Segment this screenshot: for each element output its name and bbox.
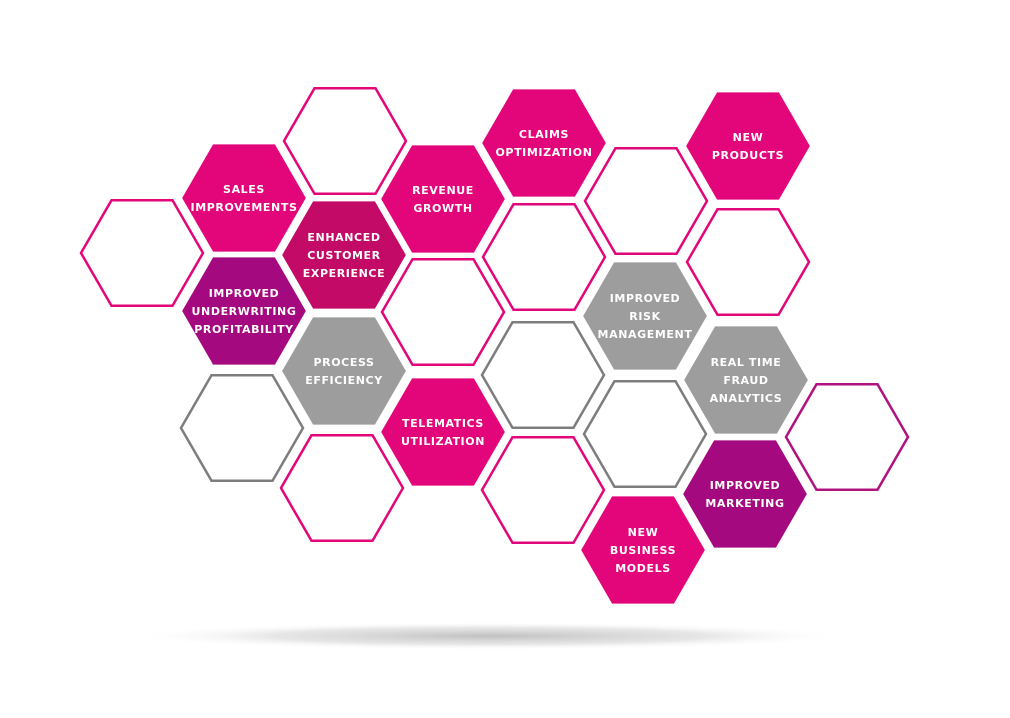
hexagon-label-line: PROCESS	[313, 356, 374, 369]
hexagon-label-line: UNDERWRITING	[192, 305, 297, 318]
hexagon-sales-improvements: SALES IMPROVEMENTS	[179, 142, 309, 254]
hexagon-claims-optimization: CLAIMS OPTIMIZATION	[479, 87, 609, 199]
hexagon-empty-top	[282, 86, 408, 196]
hexagon-label-line: PRODUCTS	[712, 149, 784, 162]
hexagon-shape	[680, 438, 810, 550]
hexagon-enhanced-customer-experience: ENHANCED CUSTOMER EXPERIENCE	[279, 199, 409, 311]
hexagon-label-line: OPTIMIZATION	[495, 146, 592, 159]
hexagon-shape	[481, 202, 607, 312]
hexagon-empty-far-left	[79, 198, 205, 308]
hexagon-label-line: NEW	[733, 131, 764, 144]
hexagon-label-line: MANAGEMENT	[598, 328, 693, 341]
hexagon-shape	[279, 199, 409, 311]
hexagon-shape	[380, 257, 506, 367]
hexagon-new-business-models: NEW BUSINESS MODELS	[578, 494, 708, 606]
hexagon-shape	[578, 494, 708, 606]
hexagon-label-line: SALES	[223, 183, 265, 196]
hexagon-process-efficiency: PROCESS EFFICIENCY	[279, 315, 409, 427]
hexagon-label-line: PROFITABILITY	[194, 323, 294, 336]
hexagon-shape	[480, 435, 606, 545]
hexagon-label-line: UTILIZATION	[401, 435, 485, 448]
hexagon-label-line: BUSINESS	[610, 544, 676, 557]
hexagon-shape	[784, 382, 910, 492]
hexagon-shape	[580, 260, 710, 372]
hexagon-label-line: GROWTH	[413, 202, 472, 215]
hexagon-label-line: EFFICIENCY	[305, 374, 383, 387]
hexagon-shape	[79, 198, 205, 308]
hexagon-label-line: REAL TIME	[711, 356, 782, 369]
hexagon-label-line: EXPERIENCE	[303, 267, 385, 280]
hexagon-empty-mid-right-bottom	[582, 379, 708, 489]
hexagon-label-line: FRAUD	[723, 374, 768, 387]
hexagon-shape	[685, 207, 811, 317]
hexagon-label-line: ANALYTICS	[710, 392, 783, 405]
hexagon-label-line: MARKETING	[705, 497, 784, 510]
hexagon-label-line: NEW	[628, 526, 659, 539]
hexagon-shape	[279, 433, 405, 543]
hexagon-empty-far-right	[784, 382, 910, 492]
hexagon-empty-mid-upper	[481, 202, 607, 312]
hexagon-grid: SALES IMPROVEMENTS ENHANCED CUSTOMER EXPERIE…	[79, 86, 910, 606]
hexagon-empty-right-upper	[685, 207, 811, 317]
hexagon-shape	[683, 90, 813, 202]
hexagon-real-time-fraud-analytics: REAL TIME FRAUD ANALYTICS	[681, 324, 811, 436]
hexagon-improved-risk-management: IMPROVED RISK MANAGEMENT	[580, 260, 710, 372]
hexagon-label-line: TELEMATICS	[402, 417, 484, 430]
hexagon-label-line: REVENUE	[412, 184, 474, 197]
hexagon-shape	[681, 324, 811, 436]
hexagon-empty-center	[380, 257, 506, 367]
hexagon-label-line: IMPROVEMENTS	[191, 201, 298, 214]
hexagon-shape	[378, 376, 508, 488]
hexagon-empty-lower-left	[179, 373, 305, 483]
hexagon-label-line: CUSTOMER	[307, 249, 381, 262]
hexagon-label-line: IMPROVED	[610, 292, 681, 305]
hexagon-label-line: RISK	[629, 310, 660, 323]
hexagon-empty-bottom-left	[279, 433, 405, 543]
hexagon-shape	[179, 373, 305, 483]
hexagon-shape	[179, 142, 309, 254]
hexagon-shape	[378, 143, 508, 255]
hexagon-label-line: MODELS	[615, 562, 670, 575]
hexagon-label-line: CLAIMS	[519, 128, 569, 141]
hexagon-shape	[282, 86, 408, 196]
hexagon-shape	[179, 255, 309, 367]
hexagon-shape	[583, 146, 709, 256]
hexagon-shape	[479, 87, 609, 199]
hexagon-empty-mid-right-top	[583, 146, 709, 256]
hexagon-new-products: NEW PRODUCTS	[683, 90, 813, 202]
hexagon-empty-mid-lower	[480, 320, 606, 430]
hexagon-revenue-growth: REVENUE GROWTH	[378, 143, 508, 255]
hexagon-label-line: ENHANCED	[307, 231, 380, 244]
hexagon-label-line: IMPROVED	[710, 479, 781, 492]
hexagon-improved-underwriting-profitability: IMPROVED UNDERWRITING PROFITABILITY	[179, 255, 309, 367]
hexagon-label-line: IMPROVED	[209, 287, 280, 300]
hexagon-improved-marketing: IMPROVED MARKETING	[680, 438, 810, 550]
hexagon-shape	[582, 379, 708, 489]
hexagon-shape	[480, 320, 606, 430]
hexagon-telematics-utilization: TELEMATICS UTILIZATION	[378, 376, 508, 488]
ground-shadow	[130, 622, 850, 650]
hexagon-empty-bottom-center	[480, 435, 606, 545]
hexagon-shape	[279, 315, 409, 427]
